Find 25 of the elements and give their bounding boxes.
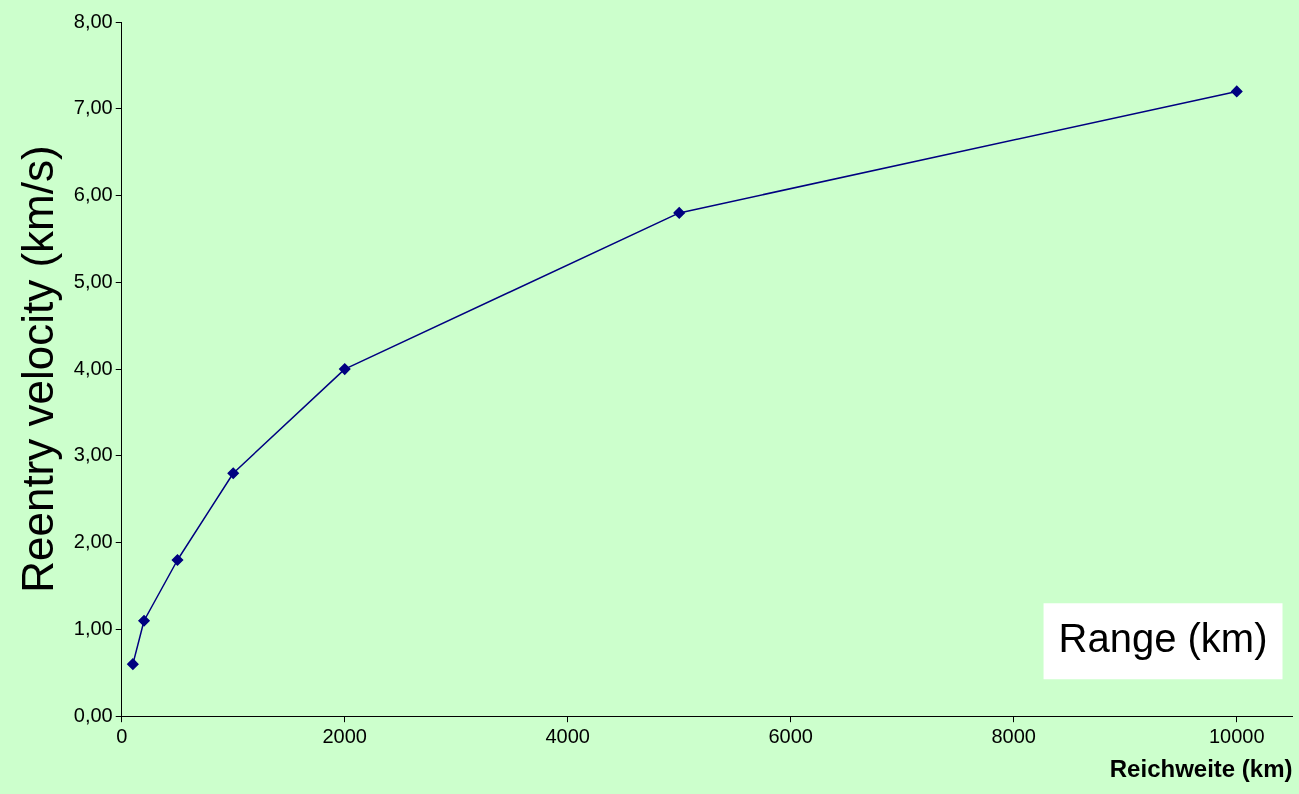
point [171,554,184,566]
y-tick-label: 8,00 [73,9,113,32]
x-tick-label: 0 [116,724,128,747]
y-tick-label: 1,00 [73,616,113,639]
y-tick-label: 2,00 [73,530,113,553]
y-tick-label: 5,00 [73,269,113,292]
x-tick-label: 8000 [991,724,1036,747]
point [673,207,685,219]
y-tick-label: 6,00 [73,183,113,206]
y-axis-title: Reentry velocity (km/s) [12,145,62,593]
point [127,658,139,670]
x-tick-label: 10000 [1208,724,1265,747]
y-tick-label: 3,00 [73,443,113,466]
y-tick-label: 4,00 [73,356,113,379]
y-tick-label: 0,00 [73,703,113,726]
point [1231,85,1243,98]
y-tick-label: 7,00 [73,96,113,119]
point [338,363,351,375]
annotation: Range (km) [1058,616,1268,661]
point [138,615,150,627]
x-tick-label: 2000 [322,724,367,747]
x-axis-title: Reichweite (km) [1109,755,1293,783]
x-tick-label: 6000 [768,724,813,747]
point [227,467,239,479]
x-tick-label: 4000 [545,724,590,747]
